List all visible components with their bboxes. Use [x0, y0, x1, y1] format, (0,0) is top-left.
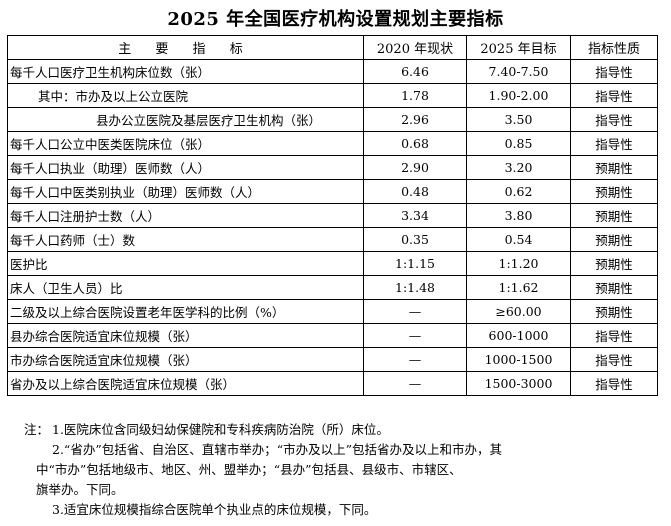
nature-cell: 指导性	[570, 107, 658, 132]
header-indicator: 主 要 指 标	[7, 35, 364, 60]
indicator-name-cell: 每千人口执业（助理）医师数（人）	[7, 155, 364, 180]
table-row: 每千人口公立中医类医院床位（张） 0.68 0.85 指导性	[7, 131, 658, 156]
table-row: 每千人口药师（士）数 0.35 0.54 预期性	[7, 227, 658, 252]
page-title: 2025 年全国医疗机构设置规划主要指标	[167, 9, 504, 30]
target-value-cell: ≥60.00	[466, 299, 571, 324]
indicator-name-cell: 省办及以上综合医院适宜床位规模（张）	[7, 371, 364, 396]
table-row: 市办综合医院适宜床位规模（张） —1000-1500 指导性	[7, 347, 658, 372]
table-row: 省办及以上综合医院适宜床位规模（张） —1500-3000 指导性	[7, 371, 658, 396]
current-value-cell: 2.96	[363, 107, 467, 132]
indicator-name-cell: 医护比	[7, 251, 364, 276]
table-row: 其中：市办及以上公立医院 1.78 1.90-2.00 指导性	[7, 83, 658, 108]
indicator-name-cell: 每千人口医疗卫生机构床位数（张）	[7, 59, 364, 84]
target-value-cell: 600-1000	[466, 323, 571, 348]
note-2c: 旗举办。下同。	[36, 482, 124, 497]
table-row: 每千人口执业（助理）医师数（人） 2.90 3.20 预期性	[7, 155, 658, 180]
header-2020-status: 2020 年现状	[363, 35, 467, 60]
current-value-cell: 1.78	[363, 83, 467, 108]
note-2b: 中“市办”包括地级市、地区、州、盟举办；“县办”包括县、县级市、市辖区、	[36, 462, 462, 477]
target-value-cell: 3.80	[466, 203, 571, 228]
indicator-name-cell: 县办综合医院适宜床位规模（张）	[7, 323, 364, 348]
header-indicator-nature: 指标性质	[570, 35, 658, 60]
nature-cell: 预期性	[570, 227, 658, 252]
indicator-name-cell: 县办公立医院及基层医疗卫生机构（张）	[7, 107, 364, 132]
current-value-cell: —	[363, 347, 467, 372]
indicator-name-cell: 每千人口药师（士）数	[7, 227, 364, 252]
current-value-cell: 0.48	[363, 179, 467, 204]
current-value-cell: 2.90	[363, 155, 467, 180]
nature-cell: 预期性	[570, 275, 658, 300]
nature-cell: 预期性	[570, 179, 658, 204]
current-value-cell: —	[363, 371, 467, 396]
target-value-cell: 1.90-2.00	[466, 83, 571, 108]
indicator-name-cell: 每千人口注册护士数（人）	[7, 203, 364, 228]
table-row: 二级及以上综合医院设置老年医学科的比例（%） — ≥60.00 预期性	[7, 299, 658, 324]
note-1-text: 1.医院床位含同级妇幼保健院和专科疾病防治院（所）床位。	[52, 422, 389, 437]
nature-cell: 预期性	[570, 251, 658, 276]
nature-cell: 预期性	[570, 155, 658, 180]
table-row: 县办公立医院及基层医疗卫生机构（张） 2.96 3.50 指导性	[7, 107, 658, 132]
current-value-cell: —	[363, 299, 467, 324]
nature-cell: 预期性	[570, 299, 658, 324]
target-value-cell: 0.62	[466, 179, 571, 204]
indicator-name-cell: 床人（卫生人员）比	[7, 275, 364, 300]
table-row: 县办综合医院适宜床位规模（张） —600-1000 指导性	[7, 323, 658, 348]
target-value-cell: 3.50	[466, 107, 571, 132]
target-value-cell: 1500-3000	[466, 371, 571, 396]
note-3: 3.适宜床位规模指综合医院单个执业点的床位规模，下同。	[52, 502, 377, 517]
nature-cell: 指导性	[570, 131, 658, 156]
nature-cell: 预期性	[570, 203, 658, 228]
current-value-cell: —	[363, 323, 467, 348]
table-body: 每千人口医疗卫生机构床位数（张） 6.46 7.40-7.50 指导性 其中：市办及以上…	[7, 59, 658, 396]
indicator-name-cell: 二级及以上综合医院设置老年医学科的比例（%）	[7, 299, 364, 324]
table-row: 每千人口医疗卫生机构床位数（张） 6.46 7.40-7.50 指导性	[7, 59, 658, 84]
nature-cell: 指导性	[570, 371, 658, 396]
current-value-cell: 1:1.48	[363, 275, 467, 300]
current-value-cell: 1:1.15	[363, 251, 467, 276]
target-value-cell: 1:1.62	[466, 275, 571, 300]
target-value-cell: 1000-1500	[466, 347, 571, 372]
current-value-cell: 3.34	[363, 203, 467, 228]
target-value-cell: 7.40-7.50	[466, 59, 571, 84]
note-prefix: 注：	[24, 422, 50, 437]
target-value-cell: 0.54	[466, 227, 571, 252]
table-row: 每千人口注册护士数（人） 3.34 3.80 预期性	[7, 203, 658, 228]
indicator-name-cell: 每千人口中医类别执业（助理）医师数（人）	[7, 179, 364, 204]
target-value-cell: 3.20	[466, 155, 571, 180]
current-value-cell: 0.68	[363, 131, 467, 156]
current-value-cell: 6.46	[363, 59, 467, 84]
nature-cell: 指导性	[570, 59, 658, 84]
table-header-row: 主 要 指 标 2020 年现状 2025 年目标 指标性质	[7, 35, 658, 60]
nature-cell: 指导性	[570, 83, 658, 108]
note-1: 注： 1.医院床位含同级妇幼保健院和专科疾病防治院（所）床位。	[24, 420, 664, 440]
table-row: 医护比 1:1.15 1:1.20 预期性	[7, 251, 658, 276]
header-2025-target: 2025 年目标	[466, 35, 571, 60]
indicator-name-cell: 其中：市办及以上公立医院	[7, 83, 364, 108]
target-value-cell: 1:1.20	[466, 251, 571, 276]
note-2a: 2.“省办”包括省、自治区、直辖市举办；“市办及以上”包括省办及以上和市办，其	[52, 442, 502, 457]
indicator-name-cell: 每千人口公立中医类医院床位（张）	[7, 131, 364, 156]
table-row: 床人（卫生人员）比 1:1.48 1:1.62 预期性	[7, 275, 658, 300]
indicator-name-cell: 市办综合医院适宜床位规模（张）	[7, 347, 364, 372]
table-row: 每千人口中医类别执业（助理）医师数（人） 0.48 0.62 预期性	[7, 179, 658, 204]
target-value-cell: 0.85	[466, 131, 571, 156]
nature-cell: 指导性	[570, 347, 658, 372]
nature-cell: 指导性	[570, 323, 658, 348]
notes: 注： 1.医院床位含同级妇幼保健院和专科疾病防治院（所）床位。 2.“省办”包括省…	[24, 420, 664, 520]
indicator-table: 主 要 指 标 2020 年现状 2025 年目标 指标性质 每千人口医疗卫生机…	[7, 35, 658, 396]
current-value-cell: 0.35	[363, 227, 467, 252]
